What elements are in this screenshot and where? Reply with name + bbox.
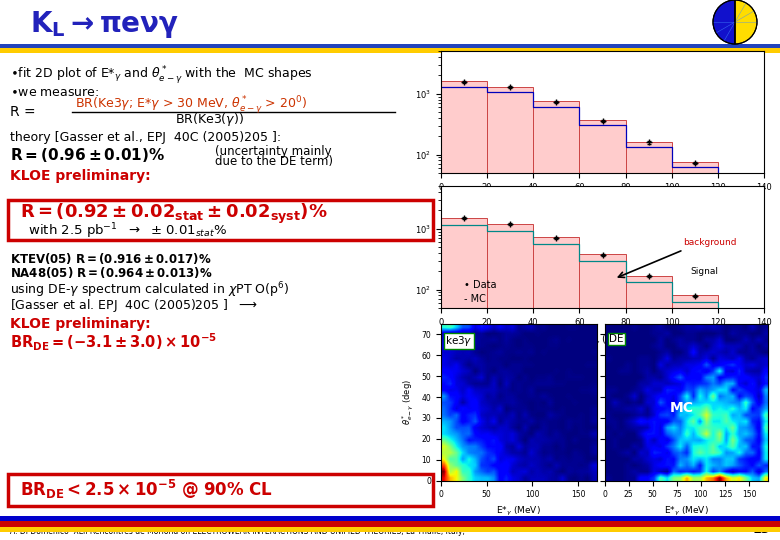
Bar — [487, 224, 534, 540]
Y-axis label: $\theta^*_{e-\gamma}$ (deg): $\theta^*_{e-\gamma}$ (deg) — [400, 379, 416, 426]
Bar — [487, 87, 534, 540]
Text: KLOE preliminary:: KLOE preliminary: — [10, 169, 151, 183]
Bar — [0, 48, 780, 53]
X-axis label: $\theta^*_{e-\gamma}$ (deg): $\theta^*_{e-\gamma}$ (deg) — [576, 332, 629, 349]
Bar — [0, 44, 780, 48]
Bar — [626, 142, 672, 540]
Text: $\bullet$fit 2D plot of E*$_\gamma$ and $\theta^*_{e-\gamma}$ with the  MC shape: $\bullet$fit 2D plot of E*$_\gamma$ and … — [10, 64, 313, 86]
Wedge shape — [735, 0, 757, 44]
X-axis label: E*$_\gamma$ (MeV): E*$_\gamma$ (MeV) — [496, 505, 541, 518]
Bar — [626, 275, 672, 540]
Text: MC: MC — [669, 401, 693, 415]
X-axis label: E*$_\gamma$ (MeV): E*$_\gamma$ (MeV) — [578, 197, 627, 212]
Text: $\mathbf{BR_{DE} < 2.5\times10^{-5}\ @\ 90\%\ CL}$: $\mathbf{BR_{DE} < 2.5\times10^{-5}\ @\ … — [20, 478, 273, 501]
Bar — [580, 120, 626, 540]
Bar — [718, 182, 753, 540]
Bar — [753, 335, 764, 540]
Text: R =: R = — [10, 105, 36, 119]
Text: [Gasser et al. EPJ  40C (2005)205 ]  $\longrightarrow$: [Gasser et al. EPJ 40C (2005)205 ] $\lon… — [10, 298, 257, 314]
Bar — [580, 254, 626, 540]
Text: using DE-$\gamma$ spectrum calculated in $\chi$PT O(p$^6$): using DE-$\gamma$ spectrum calculated in… — [10, 280, 289, 300]
Wedge shape — [713, 0, 735, 44]
Text: A. Di Domenico  XLII Rencontres de Moriond on ELECTROWEAK INTERACTIONS AND UNIFI: A. Di Domenico XLII Rencontres de Morion… — [10, 527, 465, 536]
Text: with 2.5 pb$^{-1}$  $\rightarrow$  $\pm$ 0.01$_{stat}$%: with 2.5 pb$^{-1}$ $\rightarrow$ $\pm$ 0… — [20, 221, 227, 241]
Bar — [8, 474, 433, 506]
Bar — [672, 295, 718, 540]
Bar — [534, 102, 580, 540]
Text: $\mathbf{BR_{DE} = (-3.1 \pm 3.0) \times 10^{-5}}$: $\mathbf{BR_{DE} = (-3.1 \pm 3.0) \times… — [10, 332, 218, 353]
Text: DE: DE — [609, 334, 624, 345]
Text: KLOE preliminary:: KLOE preliminary: — [10, 317, 151, 331]
Text: BR(Ke3($\gamma$)): BR(Ke3($\gamma$)) — [175, 111, 244, 127]
Bar — [534, 238, 580, 540]
Bar — [718, 315, 753, 540]
Bar — [0, 527, 780, 532]
Text: $\bullet$we measure:: $\bullet$we measure: — [10, 85, 99, 98]
Bar — [441, 82, 487, 540]
Bar — [0, 516, 780, 521]
X-axis label: E*$_\gamma$ (MeV): E*$_\gamma$ (MeV) — [664, 505, 709, 518]
Bar — [753, 205, 764, 540]
Text: - MC: - MC — [464, 294, 486, 304]
Bar — [0, 521, 780, 527]
Text: ke3$\gamma$: ke3$\gamma$ — [445, 334, 473, 348]
Bar — [8, 200, 433, 240]
Text: due to the DE term): due to the DE term) — [215, 154, 333, 167]
Text: Signal: Signal — [690, 267, 718, 276]
Text: theory [Gasser et al., EPJ  40C (2005)205 ]:: theory [Gasser et al., EPJ 40C (2005)205… — [10, 131, 281, 144]
Text: $\mathbf{K_L \rightarrow \pi e\nu\gamma}$: $\mathbf{K_L \rightarrow \pi e\nu\gamma}… — [30, 10, 179, 40]
Text: BR(Ke3$\gamma$; E*$\gamma$ > 30 MeV, $\theta^*_{e-\gamma}$ > 20$^0$): BR(Ke3$\gamma$; E*$\gamma$ > 30 MeV, $\t… — [75, 94, 307, 116]
Text: $\mathbf{KTEV(05)\ R=(0.916 \pm 0.017)\%}$: $\mathbf{KTEV(05)\ R=(0.916 \pm 0.017)\%… — [10, 251, 211, 266]
Text: background: background — [683, 238, 737, 247]
Bar — [441, 218, 487, 540]
Text: $\mathbf{NA48(05)\ R=(0.964 \pm 0.013)\%}$: $\mathbf{NA48(05)\ R=(0.964 \pm 0.013)\%… — [10, 266, 212, 280]
Text: (uncertainty mainly: (uncertainty mainly — [215, 145, 332, 158]
Bar — [672, 162, 718, 540]
Text: 13: 13 — [753, 523, 770, 536]
Text: $\mathbf{R = (0.96 \pm 0.01)\%}$: $\mathbf{R = (0.96 \pm 0.01)\%}$ — [10, 146, 165, 164]
Text: • Data: • Data — [464, 280, 496, 289]
Text: $\mathbf{R = (0.92 \pm 0.02_{stat} \pm 0.02_{syst})\%}$: $\mathbf{R = (0.92 \pm 0.02_{stat} \pm 0… — [20, 202, 328, 226]
